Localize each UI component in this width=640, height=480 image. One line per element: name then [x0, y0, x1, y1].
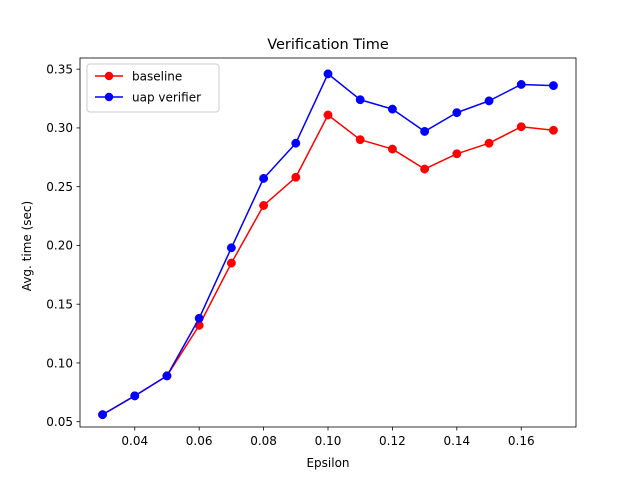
- data-point: [549, 81, 558, 91]
- y-tick-label: 0.30: [46, 121, 73, 135]
- data-point: [387, 144, 397, 154]
- data-point: [259, 201, 269, 210]
- y-tick-label: 0.05: [46, 415, 73, 429]
- data-point: [226, 258, 236, 268]
- y-tick-label: 0.35: [46, 62, 73, 76]
- data-point: [323, 110, 333, 120]
- y-tick-label: 0.15: [46, 297, 73, 311]
- data-point: [420, 126, 430, 136]
- legend-marker-1: [104, 92, 114, 102]
- data-point: [98, 410, 107, 420]
- chart-title: Verification Time: [267, 37, 389, 53]
- data-point: [387, 104, 397, 114]
- legend: baseline uap verifier: [86, 63, 220, 113]
- data-point: [516, 122, 526, 132]
- y-tick-label: 0.20: [46, 239, 73, 253]
- data-point: [452, 108, 462, 118]
- x-tick-label: 0.08: [250, 434, 277, 448]
- data-point: [259, 174, 269, 183]
- data-point: [484, 138, 494, 148]
- data-point: [130, 391, 140, 401]
- data-point: [355, 135, 365, 145]
- legend-label-0: baseline: [132, 69, 182, 83]
- x-tick-label: 0.16: [508, 434, 535, 448]
- data-point: [323, 69, 333, 79]
- plot-area: [98, 69, 558, 420]
- x-tick-label: 0.14: [443, 434, 470, 448]
- x-tick-label: 0.06: [186, 434, 213, 448]
- legend-marker-0: [104, 71, 114, 81]
- data-point: [226, 243, 236, 253]
- data-point: [355, 95, 365, 105]
- data-point: [194, 313, 204, 323]
- x-axis-label: Epsilon: [306, 456, 349, 470]
- y-tick-label: 0.10: [46, 356, 73, 370]
- y-tick-label: 0.25: [46, 180, 73, 194]
- data-point: [484, 96, 494, 106]
- data-point: [516, 79, 526, 89]
- data-point: [420, 164, 430, 174]
- y-axis-label: Avg. time (sec): [20, 201, 34, 291]
- data-point: [291, 138, 301, 148]
- x-tick-label: 0.04: [121, 434, 148, 448]
- x-tick-label: 0.10: [315, 434, 342, 448]
- data-point: [452, 149, 462, 159]
- legend-label-1: uap verifier: [132, 90, 201, 104]
- axes: 0.04 0.06 0.08 0.10 0.12 0.14 0.16 0.05 0.10 0.15…: [46, 57, 577, 448]
- data-point: [162, 371, 172, 381]
- data-point: [291, 172, 301, 182]
- data-point: [549, 125, 558, 135]
- x-tick-label: 0.12: [379, 434, 406, 448]
